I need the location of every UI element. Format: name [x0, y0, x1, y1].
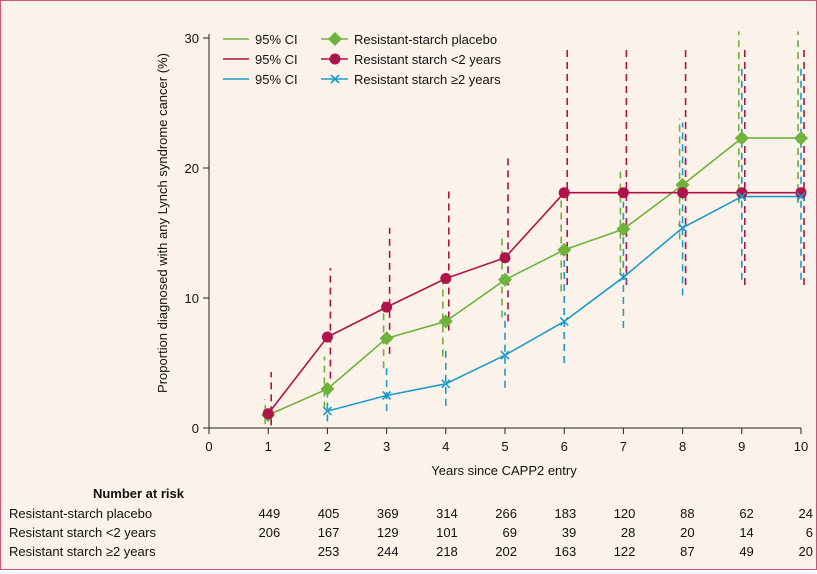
risk-cell: 163 [554, 544, 576, 559]
diamond-marker [734, 131, 749, 146]
x-marker [737, 192, 747, 202]
legend-series-label: Resistant starch ≥2 years [354, 72, 501, 87]
axes: 0 10 20 30 0 1 2 3 4 5 6 7 8 9 10 [185, 31, 809, 454]
risk-cell: 253 [318, 544, 340, 559]
x-tick-label: 5 [501, 439, 508, 454]
risk-cell: 39 [562, 525, 576, 540]
circle-marker [617, 187, 629, 199]
x-marker [441, 379, 451, 389]
risk-cell: 449 [258, 506, 280, 521]
legend-series-label: Resistant starch <2 years [354, 52, 502, 67]
x-tick-label: 0 [205, 439, 212, 454]
x-tick-label: 10 [794, 439, 808, 454]
risk-cell: 369 [377, 506, 399, 521]
x-axis-label: Years since CAPP2 entry [431, 463, 577, 478]
risk-row-label: Resistant starch <2 years [9, 525, 157, 540]
risk-cell: 49 [739, 544, 753, 559]
risk-cell: 266 [495, 506, 517, 521]
risk-cell: 183 [554, 506, 576, 521]
circle-marker [329, 53, 341, 65]
diamond-marker [498, 272, 512, 287]
y-tick-label: 20 [185, 161, 199, 176]
circle-marker [795, 187, 807, 199]
x-tick-label: 6 [561, 439, 568, 454]
risk-cell: 88 [680, 506, 694, 521]
risk-cell: 206 [258, 525, 280, 540]
risk-row-label: Resistant starch ≥2 years [9, 544, 156, 559]
risk-cell: 314 [436, 506, 458, 521]
risk-row-label: Resistant-starch placebo [9, 506, 152, 521]
x-marker [330, 74, 340, 84]
risk-table-title: Number at risk [93, 486, 185, 501]
risk-table: Number at risk Resistant-starch placebo 44… [9, 486, 813, 559]
confidence-intervals [264, 31, 805, 426]
x-tick-label: 9 [738, 439, 745, 454]
y-axis-label: Proportion diagnosed with any Lynch synd… [155, 53, 170, 393]
risk-cell: 218 [436, 544, 458, 559]
risk-cell: 62 [739, 506, 753, 521]
risk-cell: 24 [799, 506, 813, 521]
circle-marker [381, 301, 393, 313]
x-marker [500, 350, 510, 360]
diamond-marker [328, 32, 342, 46]
x-tick-label: 2 [324, 439, 331, 454]
risk-cell: 202 [495, 544, 517, 559]
y-tick-label: 10 [185, 291, 199, 306]
risk-cell: 69 [503, 525, 517, 540]
risk-cell: 167 [318, 525, 340, 540]
diamond-marker [616, 222, 631, 237]
x-tick-label: 3 [383, 439, 390, 454]
risk-cell: 20 [799, 544, 813, 559]
risk-cell: 28 [621, 525, 635, 540]
risk-cell: 101 [436, 525, 458, 540]
diamond-marker [438, 314, 453, 329]
legend-ci-label: 95% CI [255, 72, 298, 87]
x-tick-label: 8 [679, 439, 686, 454]
circle-marker [262, 408, 274, 420]
legend-ci-label: 95% CI [255, 32, 298, 47]
x-marker [382, 390, 392, 401]
risk-cell: 20 [680, 525, 694, 540]
risk-cell: 122 [614, 544, 636, 559]
circle-marker [499, 252, 511, 264]
x-marker [322, 406, 332, 416]
risk-cell: 120 [614, 506, 636, 521]
circle-marker [558, 187, 570, 199]
x-tick-label: 4 [442, 439, 449, 454]
x-tick-label: 1 [265, 439, 272, 454]
diamond-marker [320, 382, 335, 396]
risk-cell: 244 [377, 544, 399, 559]
circle-marker [677, 187, 689, 199]
legend-ci-label: 95% CI [255, 52, 298, 67]
series-lines [267, 137, 801, 416]
risk-cell: 405 [318, 506, 340, 521]
series-line [267, 137, 801, 416]
x-marker [618, 272, 628, 282]
diamond-marker [379, 331, 394, 346]
x-marker [678, 223, 688, 233]
x-marker [559, 316, 569, 326]
y-tick-label: 30 [185, 31, 199, 46]
y-tick-label: 0 [192, 421, 199, 436]
risk-cell: 14 [739, 525, 753, 540]
series-line [267, 191, 801, 415]
circle-marker [440, 273, 452, 284]
risk-cell: 129 [377, 525, 399, 540]
x-marker [796, 192, 806, 202]
circle-marker [321, 331, 333, 343]
diamond-marker [794, 131, 808, 146]
risk-cell: 87 [680, 544, 694, 559]
x-tick-label: 7 [620, 439, 627, 454]
risk-cell: 6 [806, 525, 813, 540]
legend-series-label: Resistant-starch placebo [354, 32, 497, 47]
diamond-marker [557, 242, 572, 257]
legend: 95% CI Resistant-starch placebo 95% CI Resi… [223, 32, 502, 87]
series-line [327, 195, 801, 412]
circle-marker [736, 187, 748, 199]
series-markers [261, 131, 808, 422]
diamond-marker [675, 177, 690, 192]
